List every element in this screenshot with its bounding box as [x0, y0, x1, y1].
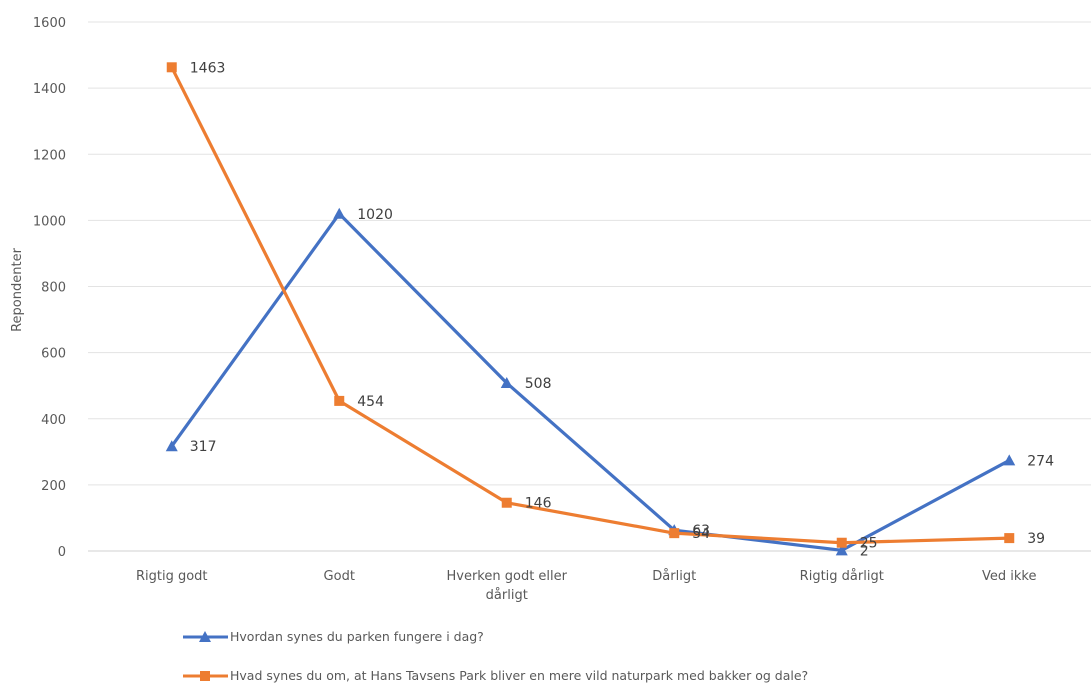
data-label: 454	[357, 394, 384, 410]
series-2	[166, 62, 1015, 548]
data-point-marker	[1003, 454, 1016, 466]
y-tick-label: 1600	[33, 16, 66, 31]
y-tick-label: 0	[58, 545, 66, 560]
data-label: 54	[692, 526, 710, 542]
data-labels: 317 1020 508 63 2 274 1463 454 146 54 25 39	[190, 60, 1054, 559]
legend: Hvordan synes du parken fungere i dag? Hv…	[183, 629, 808, 683]
legend-label: Hvordan synes du parken fungere i dag?	[230, 629, 484, 644]
data-point-marker	[1004, 533, 1015, 544]
x-tick-label: Hverken godt eller dårligt	[447, 569, 568, 603]
y-axis-label: Repondenter	[10, 247, 25, 331]
x-tick-label: Godt	[324, 569, 355, 584]
series-layer	[165, 62, 1016, 556]
data-label: 317	[190, 439, 217, 455]
data-point-marker	[333, 207, 346, 219]
series-line	[170, 66, 1010, 545]
data-point-marker	[501, 497, 512, 508]
data-label: 25	[860, 536, 878, 552]
data-label: 508	[525, 376, 552, 392]
data-label: 1463	[190, 60, 226, 76]
series-1	[165, 207, 1016, 556]
x-tick-label: Rigtig godt	[136, 569, 208, 584]
data-point-marker	[500, 377, 513, 389]
gridlines	[88, 21, 1091, 552]
y-tick-label: 1400	[33, 82, 66, 97]
data-point-marker	[669, 528, 680, 539]
data-label: 63	[692, 523, 710, 539]
legend-item: Hvad synes du om, at Hans Tavsens Park b…	[183, 668, 808, 683]
y-tick-label: 200	[41, 479, 66, 494]
legend-marker	[199, 631, 211, 642]
data-label: 39	[1027, 531, 1045, 547]
y-tick-label: 1200	[33, 148, 66, 163]
y-tick-label: 1000	[33, 214, 66, 229]
x-tick-label: Ved ikke	[982, 569, 1036, 584]
data-label: 2	[860, 543, 869, 559]
y-tick-label: 400	[41, 413, 66, 428]
data-point-marker	[836, 537, 847, 548]
data-point-marker	[835, 544, 848, 556]
data-point-marker	[334, 395, 345, 406]
y-tick-label: 800	[41, 281, 66, 296]
data-point-marker	[165, 440, 178, 452]
x-tick-label: Dårligt	[652, 569, 696, 584]
legend-marker	[200, 671, 210, 681]
series-line	[170, 212, 1011, 552]
data-label: 146	[525, 496, 552, 512]
x-axis-ticks: Rigtig godt Godt Hverken godt eller dårligt…	[136, 569, 1037, 603]
data-label: 274	[1027, 453, 1054, 469]
y-axis-ticks: 0 200 400 600 800 1000 1200 1400 1600	[33, 16, 66, 560]
legend-item: Hvordan synes du parken fungere i dag?	[183, 629, 484, 644]
y-tick-label: 600	[41, 347, 66, 362]
data-label: 1020	[357, 207, 393, 223]
x-tick-label: Rigtig dårligt	[800, 569, 884, 584]
legend-label: Hvad synes du om, at Hans Tavsens Park b…	[230, 668, 808, 683]
data-point-marker	[166, 62, 177, 73]
